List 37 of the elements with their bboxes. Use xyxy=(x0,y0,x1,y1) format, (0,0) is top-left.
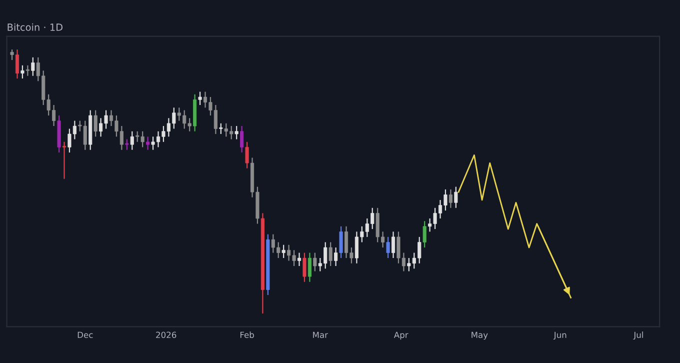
candlestick xyxy=(198,91,202,106)
candlestick xyxy=(328,242,332,267)
candlestick xyxy=(313,252,317,272)
candlestick xyxy=(308,252,312,282)
x-tick-label: Jun xyxy=(553,332,566,340)
candlestick xyxy=(339,226,343,259)
candlestick xyxy=(282,244,286,259)
candlestick xyxy=(20,64,24,80)
candlestick xyxy=(146,136,150,150)
candlestick xyxy=(391,231,396,259)
x-tick-label: May xyxy=(472,332,488,340)
chart-title: Bitcoin · 1D xyxy=(8,23,63,31)
x-tick-label: Dec xyxy=(78,332,93,338)
candlestick xyxy=(219,122,223,135)
x-tick-label: Mar xyxy=(313,332,328,338)
candlestick xyxy=(234,126,238,140)
x-tick-label: Apr xyxy=(394,332,408,340)
candlestick xyxy=(94,110,98,138)
candlestick xyxy=(422,220,426,248)
candlestick xyxy=(15,48,20,80)
candlestick xyxy=(302,252,306,282)
candlestick xyxy=(62,141,66,180)
x-tick-label: Feb xyxy=(240,332,254,338)
candlestick xyxy=(334,246,338,267)
candlestick xyxy=(297,252,302,267)
candlestick xyxy=(454,186,458,208)
x-tick-label: 2026 xyxy=(156,332,176,338)
candlestick xyxy=(10,48,14,61)
candlestick xyxy=(240,126,244,154)
x-tick-label: Jul xyxy=(633,332,643,340)
candlestick xyxy=(125,138,129,150)
candlestick xyxy=(448,188,452,208)
candlestick xyxy=(245,141,249,169)
candlestick xyxy=(130,130,134,150)
candlestick xyxy=(31,56,35,76)
candlestick xyxy=(386,236,390,259)
candlestick xyxy=(26,64,30,76)
